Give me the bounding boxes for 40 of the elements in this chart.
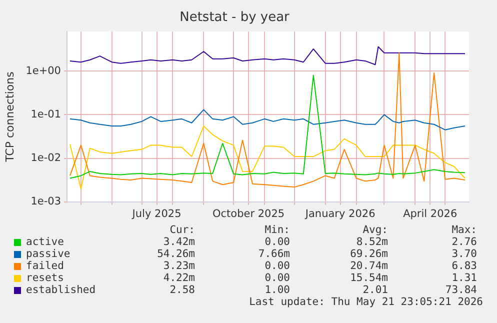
- text: 8.52m: [356, 236, 388, 248]
- text: 54.26m: [157, 248, 195, 260]
- text: 0.00: [264, 260, 290, 272]
- text: 6.83: [452, 260, 477, 272]
- text: 3.23m: [163, 260, 195, 272]
- text: 7.66m: [258, 248, 290, 260]
- x-tick-label: April 2026: [403, 208, 458, 220]
- text: Min:: [264, 224, 290, 236]
- text: 2.58: [170, 284, 195, 296]
- text: 69.26m: [350, 248, 388, 260]
- text: 73.84: [445, 284, 477, 296]
- legend-label: passive: [26, 248, 70, 260]
- text: 1.31: [452, 272, 477, 284]
- y-tick-label: 1e-02: [30, 152, 61, 164]
- y-axis-title: TCP connections: [3, 71, 16, 163]
- text: 1.00: [264, 284, 290, 296]
- legend-label: active: [26, 236, 64, 248]
- legend-label: resets: [26, 272, 64, 284]
- text: 4.22m: [163, 272, 195, 284]
- x-tick-label: January 2026: [304, 208, 376, 220]
- x-tick-label: October 2025: [212, 208, 285, 220]
- y-tick-label: 1e+00: [26, 64, 61, 77]
- text: Max:: [452, 224, 477, 236]
- text: 3.70: [452, 248, 477, 260]
- text: Cur:: [170, 224, 195, 236]
- legend-label: failed: [26, 260, 64, 272]
- text: Last update: Thu May 21 23:05:21 2026: [249, 296, 483, 308]
- text: Avg:: [362, 224, 388, 236]
- text: 2.76: [452, 236, 477, 248]
- text: 20.74m: [350, 260, 388, 272]
- text: 2.01: [362, 284, 388, 296]
- y-tick-label: 1e-01: [30, 108, 61, 120]
- text: 15.54m: [350, 272, 388, 284]
- text: 0.00: [264, 272, 290, 284]
- x-tick-label: July 2025: [131, 208, 182, 220]
- y-tick-label: 1e-03: [30, 196, 61, 208]
- text: 0.00: [264, 236, 290, 248]
- legend-label: established: [26, 284, 96, 296]
- text: 3.42m: [163, 236, 195, 248]
- chart-title: Netstat - by year: [180, 10, 290, 26]
